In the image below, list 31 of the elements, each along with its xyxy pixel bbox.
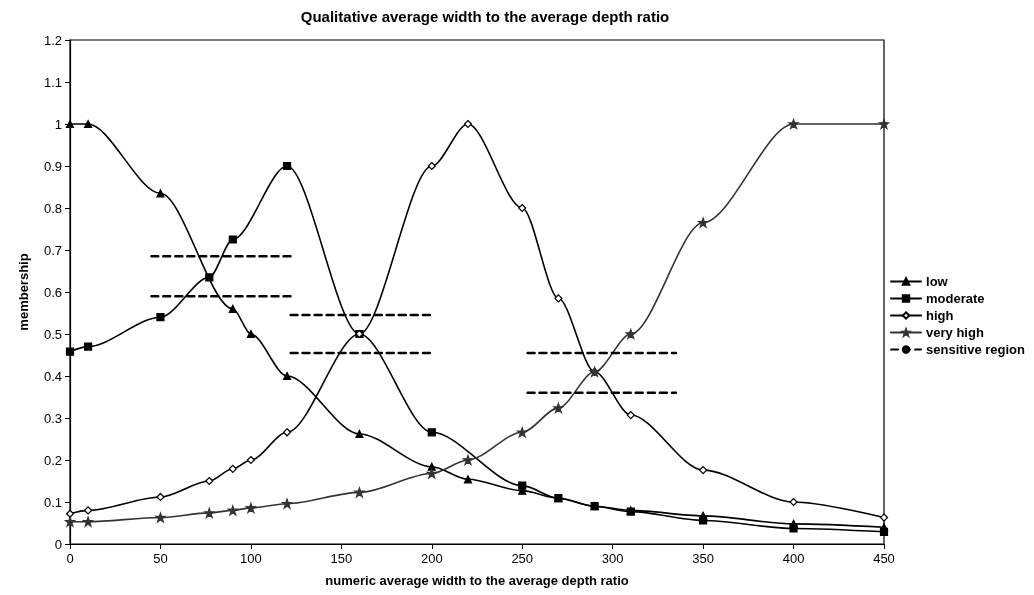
y-tick-label: 0.5 <box>43 326 62 342</box>
legend-label: very high <box>926 325 984 340</box>
x-tick-label: 0 <box>66 551 74 566</box>
y-tick-label: 0.1 <box>43 494 62 510</box>
legend-label: moderate <box>926 291 985 306</box>
x-tick-label: 400 <box>782 551 805 566</box>
legend-label: high <box>926 308 954 323</box>
chart-title: Qualitative average width to the average depth ratio <box>300 8 670 25</box>
x-tick-label: 450 <box>873 551 895 566</box>
x-tick-label: 50 <box>153 551 168 566</box>
x-tick-label: 250 <box>511 551 534 566</box>
y-tick-label: 0.7 <box>43 242 62 258</box>
y-tick-label: 0 <box>54 536 62 552</box>
y-tick-label: 0.4 <box>43 368 62 384</box>
y-tick-label: 1 <box>54 116 62 132</box>
y-tick-label: 0.3 <box>43 410 62 426</box>
x-tick-label: 200 <box>420 551 443 566</box>
x-axis-title: numeric average width to the average depth ratio <box>325 573 629 588</box>
x-tick-label: 300 <box>601 551 624 566</box>
x-tick-label: 350 <box>692 551 714 566</box>
legend-label: sensitive region <box>926 342 1026 357</box>
y-axis-title: membership <box>16 253 31 331</box>
legend-label: low <box>926 274 949 289</box>
y-tick-label: 1.1 <box>43 74 62 90</box>
y-tick-label: 0.6 <box>43 284 62 300</box>
x-tick-label: 150 <box>330 551 353 566</box>
y-tick-label: 1.2 <box>43 32 62 48</box>
y-tick-label: 0.9 <box>43 158 62 174</box>
y-tick-label: 0.8 <box>43 200 62 216</box>
y-tick-label: 0.2 <box>43 452 62 468</box>
x-tick-label: 100 <box>240 551 262 566</box>
